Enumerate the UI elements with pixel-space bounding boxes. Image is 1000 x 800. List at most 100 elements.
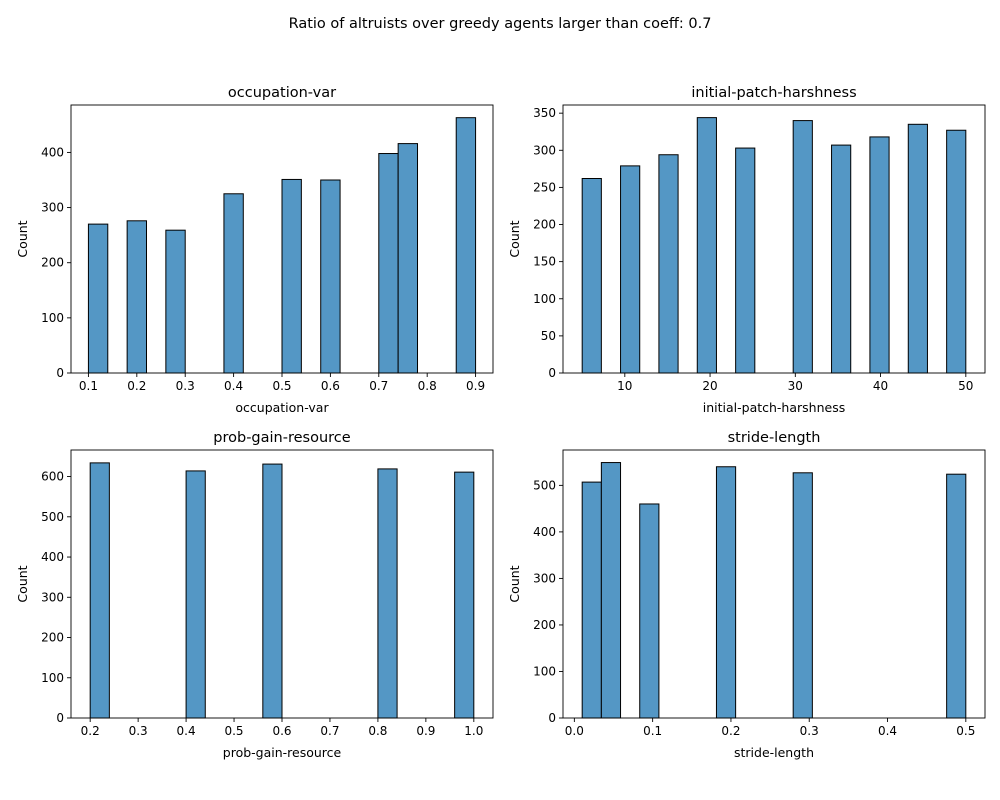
- y-tick-label: 200: [41, 631, 64, 645]
- histogram-bar: [639, 503, 660, 719]
- subplot-title: initial-patch-harshness: [691, 85, 856, 101]
- y-tick-label: 0: [56, 711, 64, 725]
- x-tick-label: 0.7: [369, 379, 388, 393]
- y-tick-label: 100: [533, 292, 556, 306]
- histogram-bar: [792, 120, 813, 374]
- figure-suptitle: Ratio of altruists over greedy agents la…: [289, 16, 712, 32]
- y-axis-label: Count: [507, 220, 522, 257]
- subplot-title: occupation-var: [228, 85, 336, 101]
- histogram-bar: [600, 462, 622, 719]
- histogram-bar: [223, 193, 244, 374]
- histogram-bar: [946, 473, 967, 719]
- histogram-bar: [165, 229, 186, 374]
- x-tick-label: 0.1: [79, 379, 98, 393]
- y-tick-label: 300: [533, 143, 556, 157]
- x-tick-label: 0.3: [800, 724, 819, 738]
- y-tick-label: 150: [533, 255, 556, 269]
- histogram-bar: [378, 153, 399, 374]
- histogram-bar: [658, 154, 679, 374]
- x-tick-label: 50: [958, 379, 973, 393]
- subplot-prob-gain-resource: prob-gain-resource prob-gain-resource Co…: [15, 430, 494, 760]
- x-tick-label: 0.8: [368, 724, 387, 738]
- y-tick-label: 350: [533, 106, 556, 120]
- y-tick-label: 50: [541, 329, 556, 343]
- histogram-bar: [715, 466, 737, 719]
- x-tick-label: 0.9: [416, 724, 435, 738]
- y-tick-label: 0: [548, 366, 556, 380]
- histogram-bar: [831, 144, 852, 374]
- x-tick-label: 0.0: [565, 724, 584, 738]
- y-tick-label: 0: [548, 711, 556, 725]
- x-tick-label: 0.2: [721, 724, 740, 738]
- x-tick-label: 0.2: [127, 379, 146, 393]
- subplot-title: prob-gain-resource: [213, 430, 350, 446]
- histogram-bar: [185, 470, 206, 719]
- y-tick-label: 250: [533, 180, 556, 194]
- y-tick-label: 200: [533, 618, 556, 632]
- y-tick-label: 500: [533, 478, 556, 492]
- subplot-initial-patch-harshness: initial-patch-harshness initial-patch-ha…: [507, 85, 986, 415]
- histogram-bar: [946, 129, 967, 374]
- plot-frame: [562, 104, 986, 374]
- x-tick-label: 0.3: [176, 379, 195, 393]
- histogram-bar: [87, 223, 109, 374]
- x-tick-label: 0.4: [878, 724, 897, 738]
- histogram-bar: [89, 462, 110, 719]
- histogram-bar: [397, 143, 419, 374]
- x-axis-label: prob-gain-resource: [223, 745, 342, 760]
- histogram-bar: [262, 463, 283, 719]
- x-tick-label: 0.2: [81, 724, 100, 738]
- y-tick-label: 0: [56, 366, 64, 380]
- y-tick-label: 400: [41, 145, 64, 159]
- histogram-bar: [126, 220, 147, 374]
- x-axis-label: stride-length: [734, 745, 814, 760]
- x-tick-label: 0.7: [320, 724, 339, 738]
- histogram-bar: [907, 123, 928, 374]
- y-axis-label: Count: [15, 565, 30, 602]
- x-tick-label: 0.5: [956, 724, 975, 738]
- x-tick-label: 0.1: [643, 724, 662, 738]
- histogram-bar: [377, 468, 398, 719]
- y-tick-label: 100: [41, 671, 64, 685]
- y-tick-label: 400: [41, 550, 64, 564]
- histogram-bar: [281, 178, 302, 374]
- y-axis-label: Count: [15, 220, 30, 257]
- histogram-bar: [869, 136, 890, 374]
- x-tick-label: 0.3: [129, 724, 148, 738]
- x-tick-label: 0.9: [466, 379, 485, 393]
- y-tick-label: 300: [41, 201, 64, 215]
- histogram-bar: [735, 147, 756, 374]
- subplot-stride-length: stride-length stride-length Count 0.0 0.1…: [507, 430, 986, 760]
- y-tick-label: 400: [533, 525, 556, 539]
- histogram-bar: [792, 472, 813, 719]
- x-tick-label: 1.0: [464, 724, 483, 738]
- x-tick-label: 30: [788, 379, 803, 393]
- x-tick-label: 0.6: [272, 724, 291, 738]
- y-tick-label: 200: [533, 218, 556, 232]
- y-tick-label: 300: [533, 571, 556, 585]
- subplot-occupation-var: occupation-var occupation-var Count 0.1 0…: [15, 85, 494, 415]
- y-tick-label: 500: [41, 510, 64, 524]
- y-tick-label: 100: [41, 311, 64, 325]
- y-tick-label: 100: [533, 664, 556, 678]
- x-tick-label: 0.8: [418, 379, 437, 393]
- histogram-bar: [455, 117, 477, 374]
- x-tick-label: 0.6: [321, 379, 340, 393]
- x-tick-label: 10: [617, 379, 632, 393]
- histogram-bar: [454, 471, 475, 719]
- y-tick-label: 300: [41, 590, 64, 604]
- histogram-bar: [620, 165, 641, 374]
- subplot-title: stride-length: [728, 430, 821, 446]
- x-tick-label: 0.4: [177, 724, 196, 738]
- y-tick-label: 200: [41, 256, 64, 270]
- x-axis-label: occupation-var: [235, 400, 329, 415]
- histogram-bar: [581, 481, 602, 719]
- x-tick-label: 40: [873, 379, 888, 393]
- y-axis-label: Count: [507, 565, 522, 602]
- y-tick-label: 600: [41, 470, 64, 484]
- x-tick-label: 0.4: [224, 379, 243, 393]
- histogram-bar: [581, 178, 602, 374]
- histogram-bar: [320, 179, 341, 374]
- x-tick-label: 0.5: [224, 724, 243, 738]
- plot-frame: [562, 449, 986, 719]
